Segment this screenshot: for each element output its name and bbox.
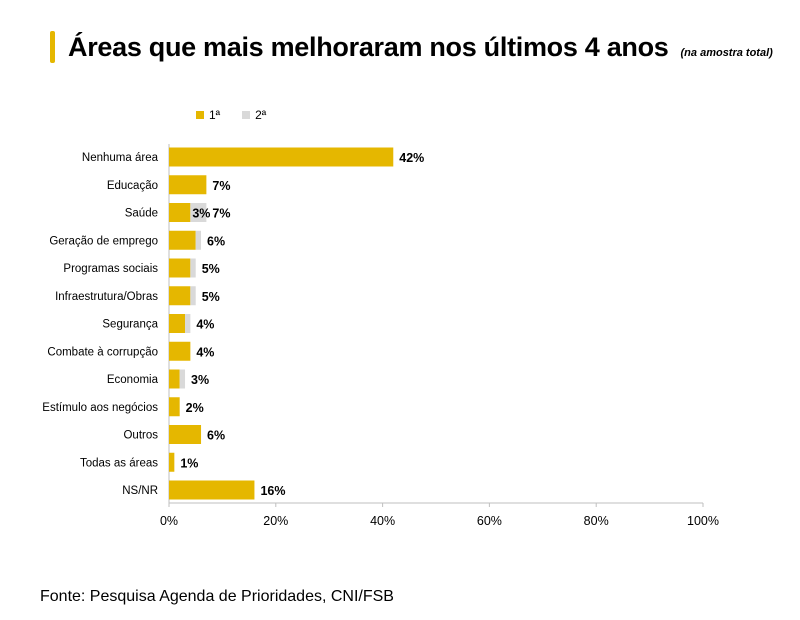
bar-primary bbox=[169, 480, 255, 500]
chart-title-text: Áreas que mais melhoraram nos últimos 4 … bbox=[68, 32, 669, 62]
bar-secondary bbox=[190, 203, 207, 222]
x-tick-label: 80% bbox=[584, 514, 609, 528]
bar-primary bbox=[169, 452, 175, 472]
category-label: Educação bbox=[107, 180, 158, 192]
legend-swatch-primary bbox=[196, 111, 204, 119]
category-label: Estímulo aos negócios bbox=[42, 402, 158, 414]
bar-value-label: 7% bbox=[212, 179, 230, 193]
bar-value-label: 16% bbox=[260, 484, 285, 498]
bar-primary bbox=[169, 341, 191, 361]
category-label: Economia bbox=[107, 374, 159, 386]
category-label: Infraestrutura/Obras bbox=[55, 291, 158, 303]
bar-primary bbox=[169, 230, 196, 250]
x-tick-label: 60% bbox=[477, 514, 502, 528]
bar-primary bbox=[169, 286, 191, 306]
bar-primary bbox=[169, 369, 180, 389]
bar-value-label: 6% bbox=[207, 429, 225, 443]
title-accent-bar bbox=[50, 31, 55, 63]
category-label: Outros bbox=[123, 430, 158, 442]
bar-primary bbox=[169, 397, 180, 417]
bar-secondary bbox=[190, 258, 196, 278]
bar-value-label: 4% bbox=[196, 345, 214, 359]
bar-secondary bbox=[179, 369, 186, 389]
legend-label-secondary: 2ª bbox=[255, 108, 267, 122]
bar-inner-label: 3% bbox=[192, 207, 210, 221]
bar-secondary bbox=[195, 230, 202, 250]
legend-label-primary: 1ª bbox=[209, 108, 221, 122]
category-label: Todas as áreas bbox=[80, 457, 158, 469]
chart-title: Áreas que mais melhoraram nos últimos 4 … bbox=[68, 31, 773, 69]
x-tick-label: 20% bbox=[263, 514, 288, 528]
x-tick-label: 40% bbox=[370, 514, 395, 528]
bar-primary bbox=[169, 425, 202, 444]
bar-value-label: 1% bbox=[180, 456, 198, 470]
category-label: Segurança bbox=[102, 319, 158, 331]
bar-primary bbox=[169, 258, 191, 278]
source-footnote: Fonte: Pesquisa Agenda de Prioridades, C… bbox=[40, 588, 394, 605]
chart-legend: 1ª 2ª bbox=[196, 108, 288, 122]
bar-primary bbox=[169, 175, 207, 195]
bar-value-label: 42% bbox=[399, 151, 424, 165]
chart-subtitle: (na amostra total) bbox=[680, 47, 773, 59]
legend-item-primary: 1ª bbox=[196, 108, 220, 122]
x-tick-label: 100% bbox=[687, 514, 719, 528]
category-label: Geração de emprego bbox=[49, 235, 158, 247]
category-label: Combate à corrupção bbox=[47, 346, 158, 358]
bar-secondary bbox=[185, 314, 191, 333]
category-label: Programas sociais bbox=[63, 263, 158, 275]
category-label: Saúde bbox=[125, 208, 158, 220]
bar-primary bbox=[169, 203, 191, 222]
bar-secondary bbox=[190, 286, 196, 306]
bar-value-label: 3% bbox=[191, 373, 209, 387]
bar-value-label: 4% bbox=[196, 318, 214, 332]
bar-primary bbox=[169, 314, 186, 333]
bar-value-label: 2% bbox=[186, 401, 204, 415]
x-tick-label: 0% bbox=[160, 514, 178, 528]
legend-item-secondary: 2ª bbox=[242, 108, 266, 122]
legend-swatch-secondary bbox=[242, 111, 251, 119]
bar-value-label: 5% bbox=[202, 262, 220, 276]
category-label: NS/NR bbox=[122, 485, 158, 497]
bar-value-label: 7% bbox=[212, 207, 230, 221]
bar-chart: 0% 20% 40% 60% 80% 100% Nenhuma área 42% Educaçã… bbox=[42, 144, 719, 528]
category-label: Nenhuma área bbox=[82, 152, 159, 164]
bar-primary bbox=[169, 147, 394, 167]
bar-value-label: 5% bbox=[202, 290, 220, 304]
bar-value-label: 6% bbox=[207, 234, 225, 248]
